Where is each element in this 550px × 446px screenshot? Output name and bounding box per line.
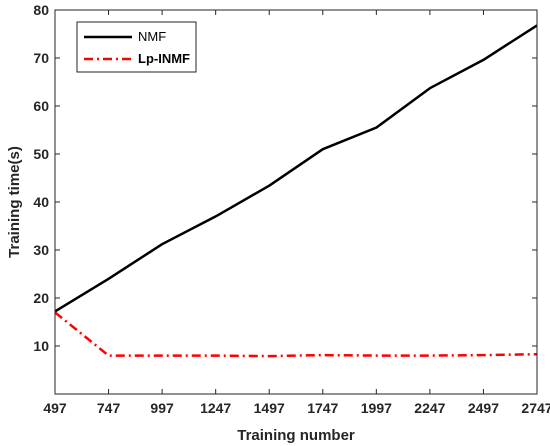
x-tick-label: 1997 [361, 400, 392, 416]
legend-box [76, 21, 197, 73]
x-tick-label: 997 [150, 400, 174, 416]
y-axis-label: Training time(s) [6, 146, 23, 258]
y-tick-label: 60 [33, 98, 49, 114]
y-tick-label: 80 [33, 2, 49, 18]
y-tick-label: 10 [33, 338, 49, 354]
x-axis-label: Training number [237, 427, 355, 444]
x-tick-label: 1497 [254, 400, 285, 416]
axis-layer: 497 747 997 1247 1497 1747 1997 2247 2497 2747 10 2… [33, 2, 550, 416]
y-tick-label: 40 [33, 194, 49, 210]
x-tick-label: 2497 [468, 400, 499, 416]
x-tick-label: 2747 [521, 400, 550, 416]
y-tick-label: 70 [33, 50, 49, 66]
y-tick-label: 20 [33, 290, 49, 306]
series-layer [54, 24, 538, 358]
y-tick-label: 50 [33, 146, 49, 162]
x-tick-label: 747 [97, 400, 121, 416]
series-line-lp-inmf [54, 311, 538, 358]
y-tick-label: 30 [33, 242, 49, 258]
series-line-nmf [54, 24, 538, 313]
legend: NMF Lp-INMF [76, 21, 197, 73]
legend-label-nmf: NMF [138, 29, 166, 44]
legend-label-lp-inmf: Lp-INMF [138, 51, 190, 66]
x-tick-label: 1747 [307, 400, 338, 416]
x-tick-label: 2247 [414, 400, 445, 416]
x-tick-label: 1247 [200, 400, 231, 416]
x-tick-label: 497 [43, 400, 67, 416]
